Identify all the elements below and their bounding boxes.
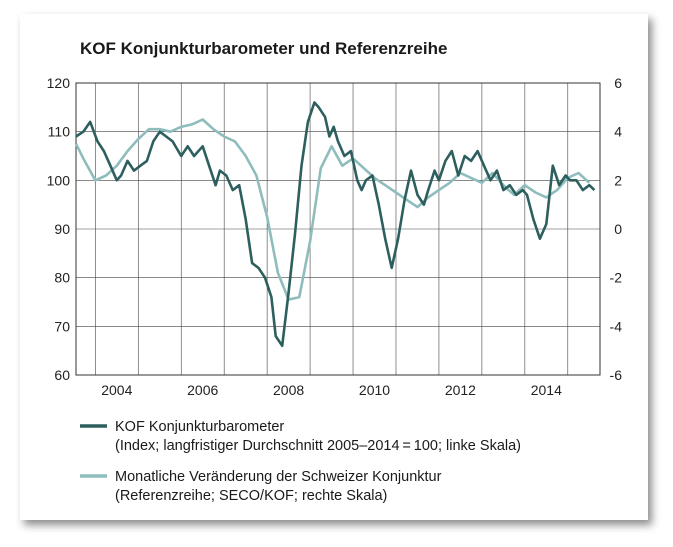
x-tick-label: 2014 bbox=[531, 382, 562, 398]
chart: KOF Konjunkturbarometer und Referenzreih… bbox=[47, 39, 623, 504]
y-left-tick-label: 90 bbox=[54, 221, 70, 237]
chart-card: KOF Konjunkturbarometer und Referenzreih… bbox=[20, 14, 648, 520]
legend-note-reference: (Referenzreihe; SECO/KOF; rechte Skala) bbox=[115, 488, 387, 504]
legend: KOF Konjunkturbarometer (Index; langfris… bbox=[80, 419, 521, 504]
y-left-tick-label: 60 bbox=[54, 367, 70, 383]
legend-label-barometer: KOF Konjunkturbarometer bbox=[115, 419, 284, 435]
y-right-tick-label: 2 bbox=[614, 172, 622, 188]
y-right-tick-label: 0 bbox=[614, 221, 622, 237]
y-right-tick-label: 6 bbox=[614, 75, 622, 91]
y-right-tick-label: 4 bbox=[614, 124, 622, 140]
y-right-tick-label: -2 bbox=[610, 270, 623, 286]
y-right-tick-label: -6 bbox=[610, 367, 623, 383]
y-left-tick-label: 110 bbox=[48, 124, 71, 140]
x-tick-labels: 2004 2006 2008 2010 2012 2014 bbox=[101, 382, 562, 398]
y-left-tick-label: 100 bbox=[47, 172, 71, 188]
y-left-tick-label: 70 bbox=[54, 318, 70, 334]
legend-label-reference: Monatliche Veränderung der Schweizer Kon… bbox=[115, 469, 442, 485]
x-tick-label: 2010 bbox=[359, 382, 390, 398]
chart-title: KOF Konjunkturbarometer und Referenzreih… bbox=[80, 39, 447, 58]
series-line-reference bbox=[74, 118, 591, 301]
y-left-tick-label: 80 bbox=[54, 270, 70, 286]
series-lines bbox=[74, 101, 596, 348]
y-right-tick-labels: 6 4 2 0 -2 -4 -6 bbox=[610, 75, 623, 383]
x-tick-label: 2008 bbox=[273, 382, 304, 398]
legend-note-barometer: (Index; langfristiger Durchschnitt 2005–… bbox=[115, 438, 521, 454]
x-tick-label: 2012 bbox=[445, 382, 476, 398]
y-left-tick-label: 120 bbox=[47, 75, 71, 91]
y-left-tick-labels: 120 110 100 90 80 70 60 bbox=[47, 75, 71, 383]
x-tick-label: 2004 bbox=[101, 382, 132, 398]
series-line-barometer bbox=[75, 101, 596, 348]
x-tick-label: 2006 bbox=[187, 382, 218, 398]
grid bbox=[76, 82, 600, 376]
plot-frame bbox=[75, 82, 601, 376]
y-right-tick-label: -4 bbox=[610, 318, 623, 334]
